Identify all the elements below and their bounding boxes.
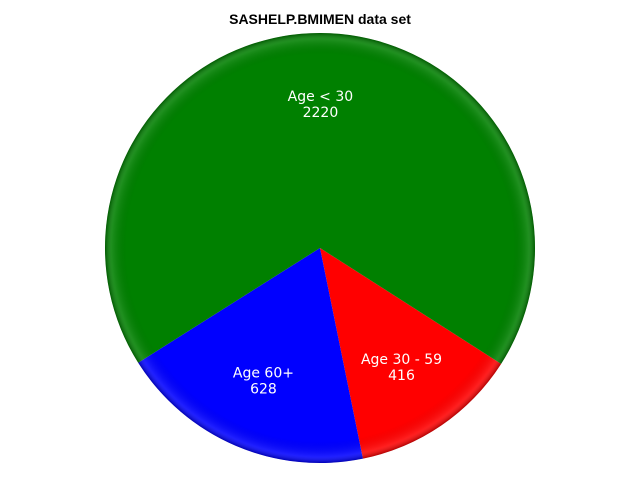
chart-title: SASHELP.BMIMEN data set [229,11,411,27]
slice-label: Age 60+ [233,365,294,381]
slice-label: Age < 30 [288,89,354,105]
slice-label: Age 30 - 59 [361,352,442,368]
slice-value-label: 628 [250,381,277,397]
pie-rim-shading [105,33,535,463]
slice-value-label: 416 [388,368,415,384]
slice-value-label: 2220 [303,105,339,121]
